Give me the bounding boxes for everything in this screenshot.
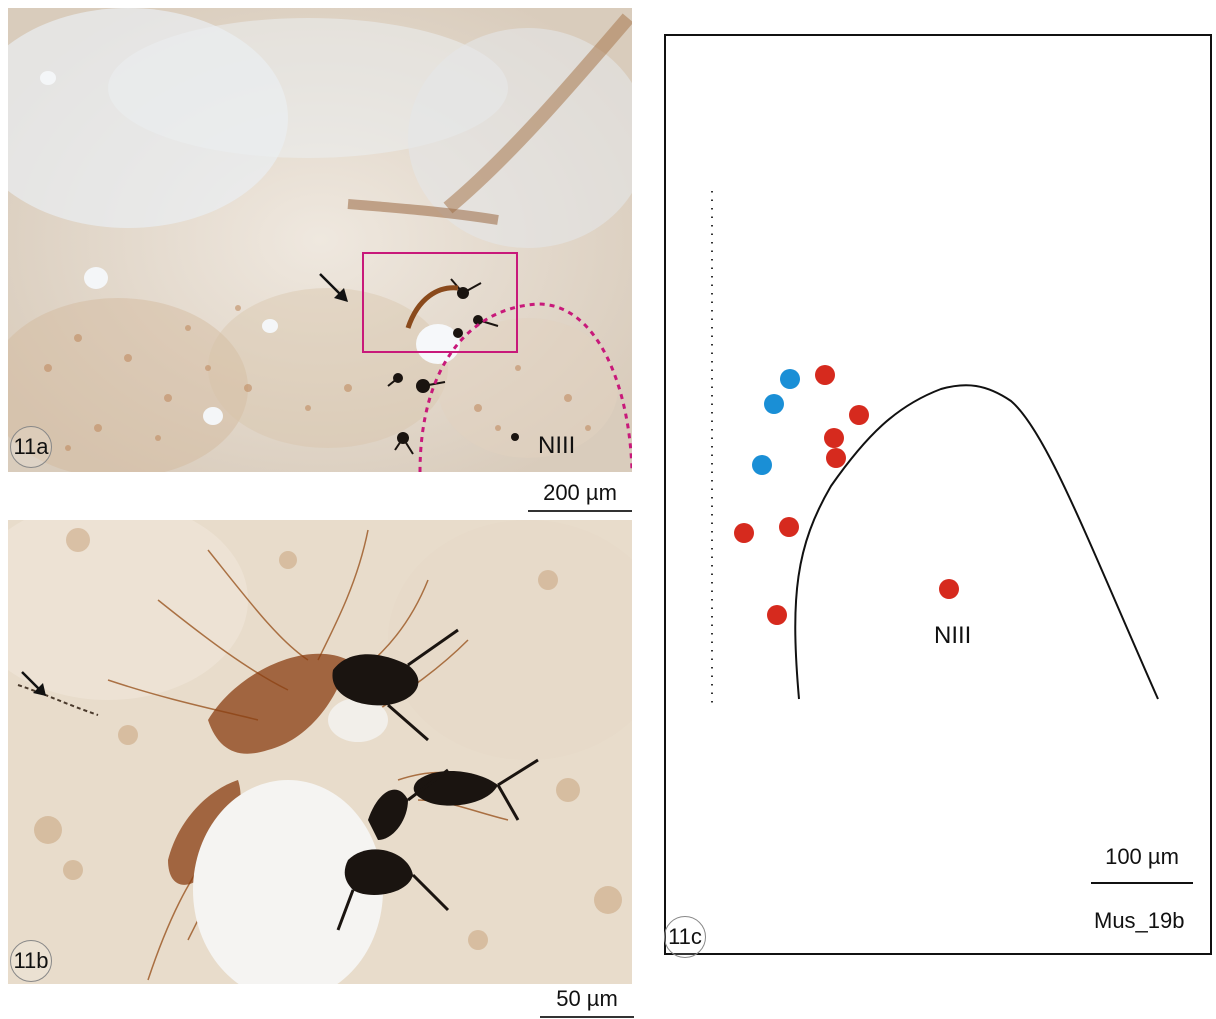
- micrograph-11a-image: [8, 8, 632, 472]
- neuron-marker-blue: [752, 455, 772, 475]
- schematic-11c-drawing: [711, 191, 1159, 704]
- scale-bar-11b-text: 50 µm: [556, 986, 618, 1011]
- structure-label-niii-a: NIII: [538, 432, 576, 459]
- neuron-marker-red: [734, 523, 754, 543]
- scale-bar-11c: 100 µm: [1091, 844, 1193, 884]
- neuron-marker-red: [815, 365, 835, 385]
- neuron-marker-red: [779, 517, 799, 537]
- micrograph-11b: 11b: [8, 520, 632, 984]
- panel-label-11b: 11b: [10, 940, 52, 982]
- scale-bar-11a: 200 µm: [528, 480, 632, 512]
- panel-label-11c: 11c: [664, 916, 706, 958]
- neuron-marker-red: [849, 405, 869, 425]
- structure-label-niii-c: NIII: [934, 622, 972, 649]
- neuron-marker-red: [824, 428, 844, 448]
- micrograph-11a: NIII 11a: [8, 8, 632, 472]
- neuron-marker-red: [767, 605, 787, 625]
- scale-bar-11c-text: 100 µm: [1105, 844, 1179, 869]
- scale-bar-11b: 50 µm: [540, 986, 634, 1018]
- neuron-marker-blue: [764, 394, 784, 414]
- specimen-id: Mus_19b: [1094, 908, 1185, 933]
- neuron-marker-red: [826, 448, 846, 468]
- scale-bar-11c-line: [1091, 882, 1193, 884]
- scale-bar-11b-line: [540, 1016, 634, 1018]
- scale-bar-11a-line: [528, 510, 632, 512]
- neuron-markers: [734, 365, 959, 625]
- arrow-icon: [319, 273, 348, 302]
- niii-outline: [794, 384, 1159, 700]
- micrograph-11b-image: [8, 520, 632, 984]
- panel-label-11a: 11a: [10, 426, 52, 468]
- arrow-icon: [21, 671, 46, 696]
- scale-bar-11a-text: 200 µm: [543, 480, 617, 505]
- neuron-marker-red: [939, 579, 959, 599]
- neuron-marker-blue: [780, 369, 800, 389]
- schematic-11c: NIII 100 µm Mus_19b 11c: [664, 34, 1212, 958]
